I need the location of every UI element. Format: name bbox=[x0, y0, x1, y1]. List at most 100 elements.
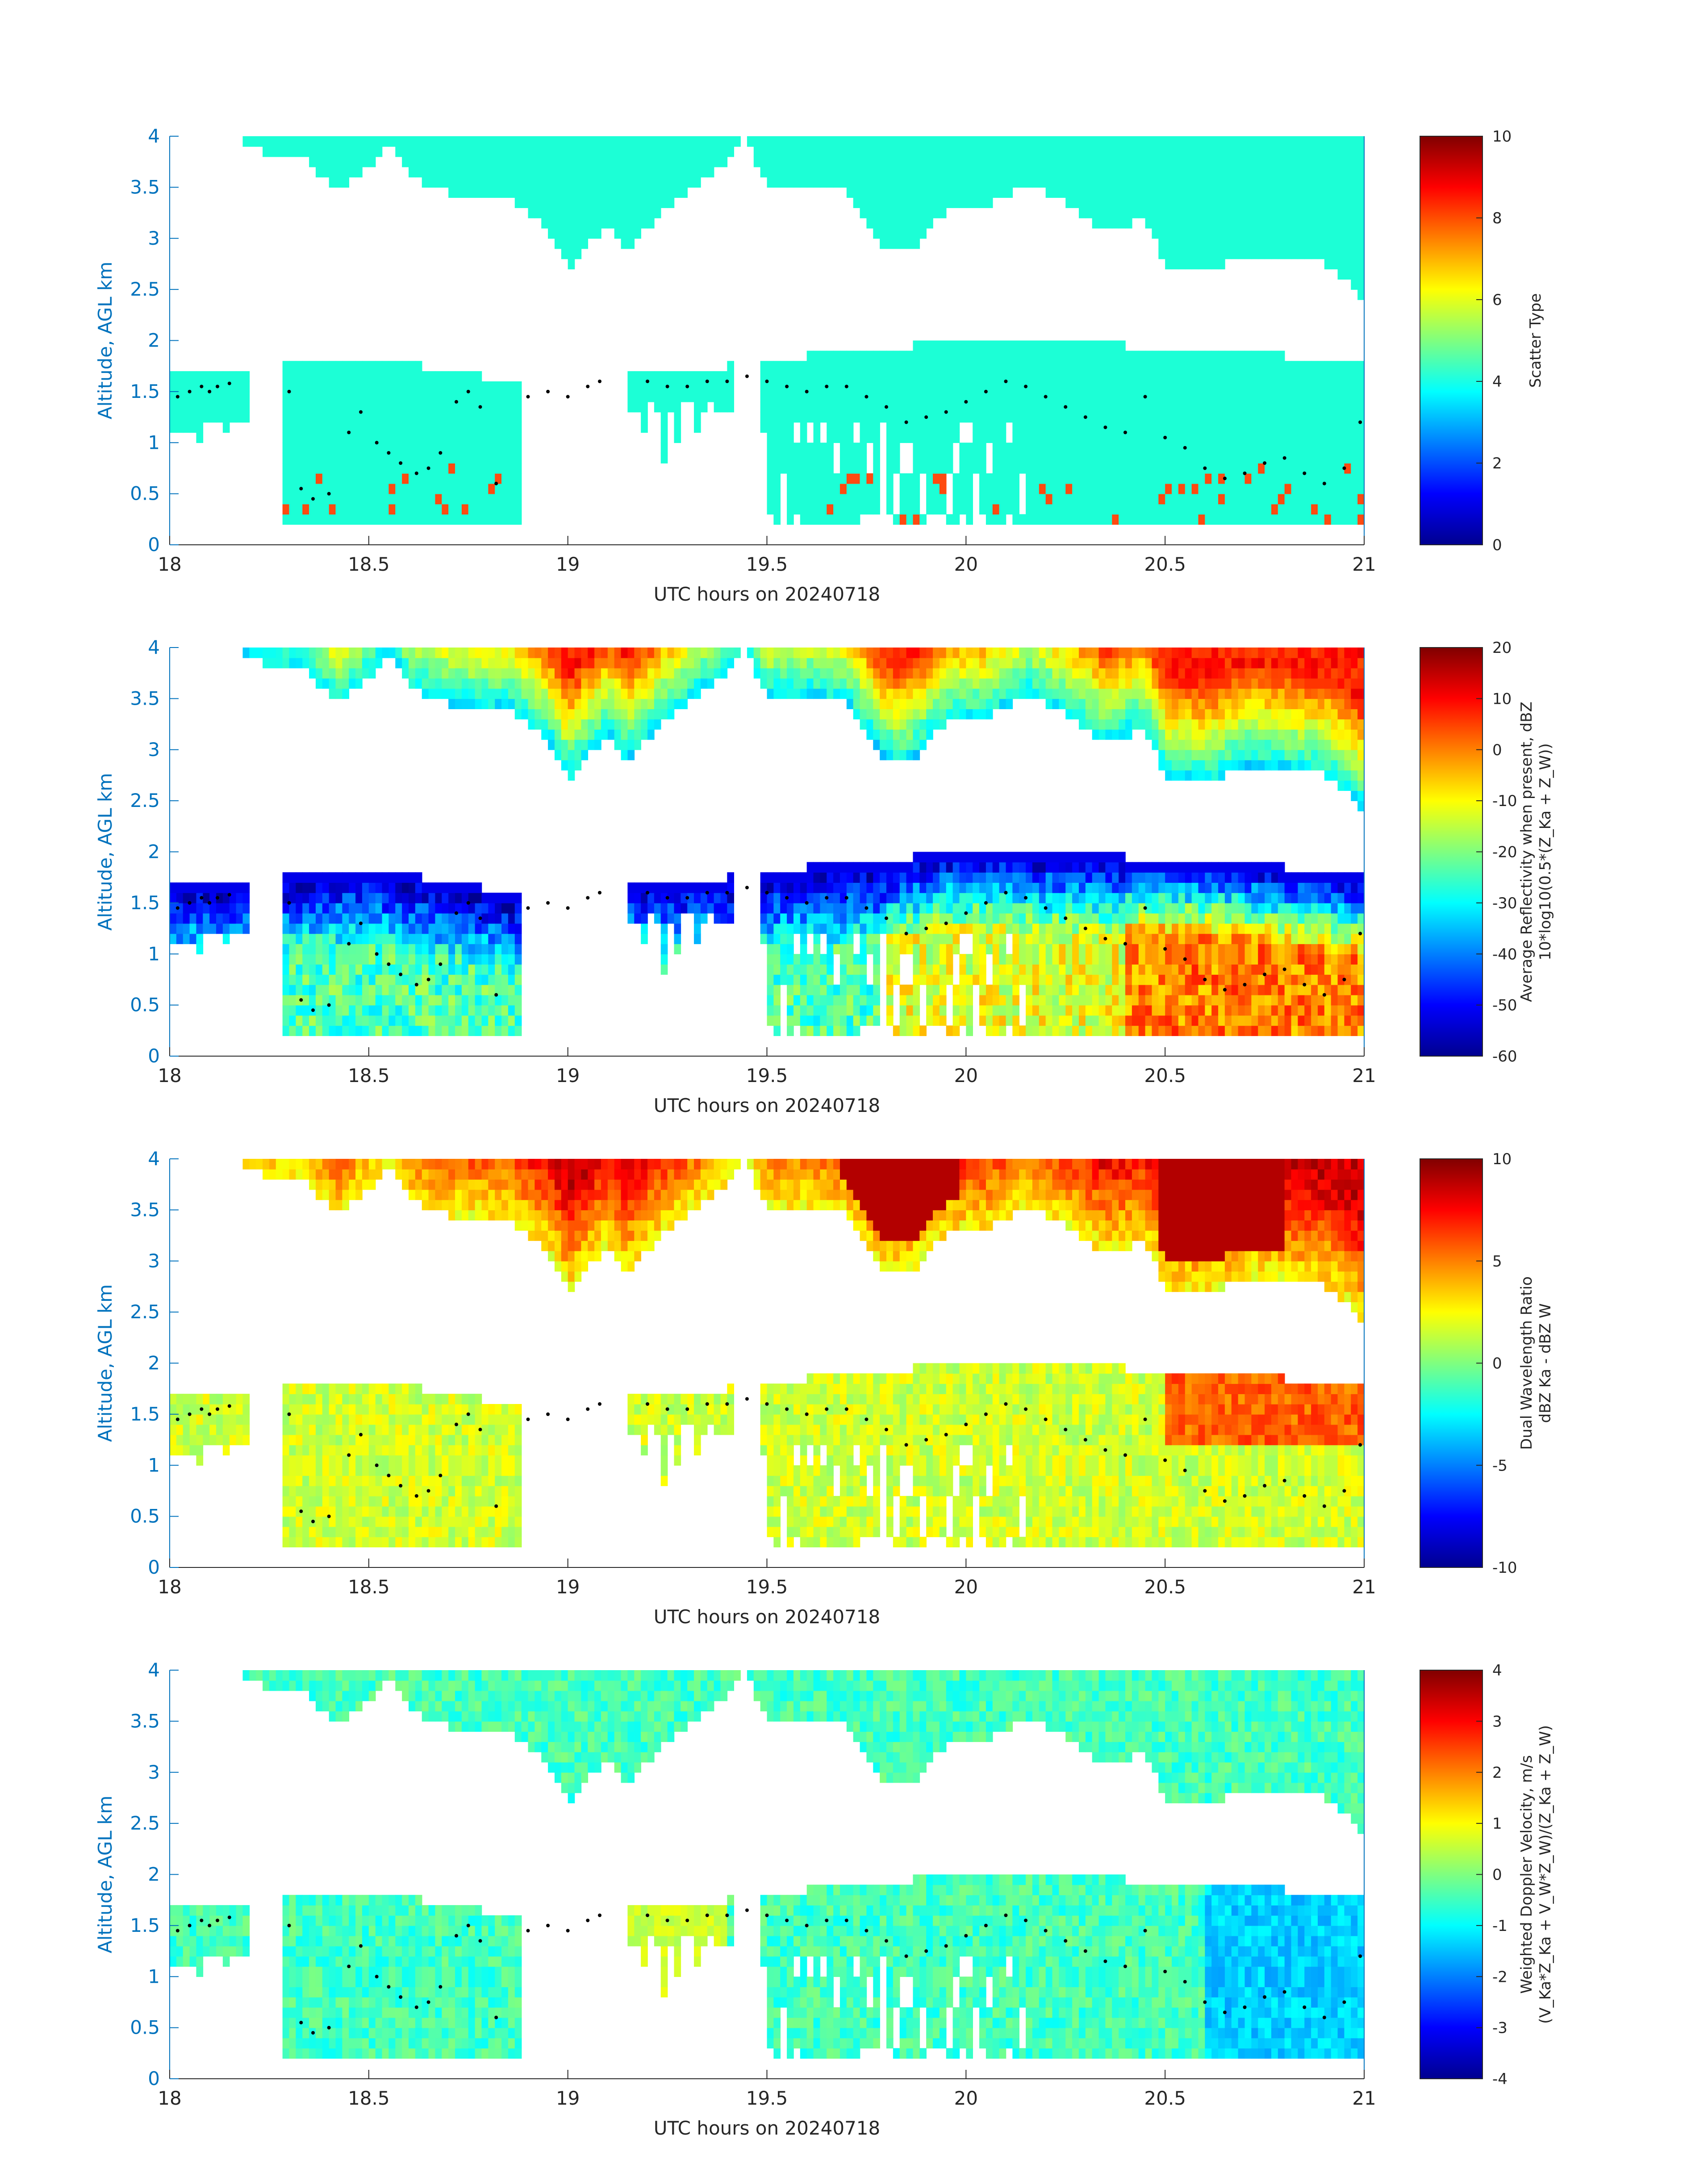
heatmap-cell bbox=[1145, 177, 1153, 188]
heatmap-cell bbox=[349, 923, 356, 934]
heatmap-cell bbox=[866, 432, 874, 443]
heatmap-cell bbox=[388, 933, 396, 944]
heatmap-cell bbox=[1006, 146, 1013, 157]
heatmap-cell bbox=[468, 944, 476, 955]
heatmap-cell bbox=[660, 177, 668, 188]
heatmap-cell bbox=[1039, 443, 1046, 453]
heatmap-cell bbox=[170, 381, 177, 392]
heatmap-cell bbox=[674, 913, 681, 924]
heatmap-cell bbox=[1218, 197, 1225, 208]
heatmap-cell bbox=[634, 381, 641, 392]
heatmap-cell bbox=[866, 933, 874, 944]
heatmap-cell bbox=[634, 709, 641, 719]
heatmap-cell bbox=[428, 1025, 436, 1036]
heatmap-cell bbox=[926, 432, 933, 443]
heatmap-cell bbox=[315, 422, 323, 433]
heatmap-cell bbox=[986, 381, 993, 392]
heatmap-cell bbox=[1191, 208, 1199, 218]
heatmap-cell bbox=[329, 954, 336, 965]
heatmap-cell bbox=[827, 443, 834, 453]
heatmap-cell bbox=[1344, 463, 1352, 474]
heatmap-cell bbox=[554, 177, 562, 188]
heatmap-cell bbox=[1019, 167, 1026, 178]
heatmap-cell bbox=[833, 933, 840, 944]
heatmap-cell bbox=[800, 167, 807, 178]
heatmap-cell bbox=[1012, 443, 1020, 453]
heatmap-cell bbox=[939, 146, 947, 157]
heatmap-cell bbox=[986, 422, 993, 433]
heatmap-cell bbox=[1006, 371, 1013, 382]
heatmap-cell bbox=[1125, 412, 1132, 423]
heatmap-cell bbox=[627, 678, 635, 689]
heatmap-cell bbox=[1311, 136, 1318, 147]
heatmap-cell bbox=[1278, 483, 1285, 494]
heatmap-cell bbox=[189, 401, 197, 413]
heatmap-cell bbox=[448, 984, 455, 995]
heatmap-cell bbox=[1026, 504, 1033, 515]
heatmap-cell bbox=[461, 698, 469, 710]
heatmap-cell bbox=[674, 933, 681, 944]
heatmap-cell bbox=[1357, 493, 1365, 505]
heatmap-cell bbox=[839, 1025, 847, 1036]
heatmap-cell bbox=[899, 146, 907, 157]
heatmap-cell bbox=[906, 432, 914, 443]
heatmap-cell bbox=[1337, 381, 1345, 392]
heatmap-cell bbox=[196, 412, 204, 423]
heatmap-cell bbox=[820, 504, 827, 515]
heatmap-cell bbox=[1026, 381, 1033, 392]
heatmap-cell bbox=[1072, 156, 1079, 167]
heatmap-cell bbox=[402, 893, 409, 903]
heatmap-cell bbox=[614, 668, 622, 679]
heatmap-cell bbox=[594, 228, 601, 239]
heatmap-cell bbox=[860, 1005, 867, 1016]
heatmap-cell bbox=[475, 1005, 482, 1016]
heatmap-cell bbox=[860, 944, 867, 955]
heatmap-cell bbox=[760, 371, 768, 382]
heatmap-cell bbox=[780, 167, 787, 178]
heatmap-cell bbox=[495, 136, 502, 147]
heatmap-cell bbox=[335, 944, 343, 955]
heatmap-cell bbox=[720, 882, 728, 893]
heatmap-cell bbox=[681, 371, 688, 382]
heatmap-cell bbox=[1158, 463, 1165, 474]
heatmap-cell bbox=[1059, 361, 1066, 372]
heatmap-cell bbox=[309, 882, 316, 893]
heatmap-cell bbox=[548, 167, 555, 178]
heatmap-cell bbox=[388, 923, 396, 934]
heatmap-cell bbox=[773, 453, 781, 464]
heatmap-cell bbox=[296, 648, 303, 658]
heatmap-cell bbox=[1271, 381, 1278, 392]
heatmap-cell bbox=[1012, 177, 1020, 188]
heatmap-cell bbox=[860, 648, 867, 658]
heatmap-cell bbox=[362, 432, 369, 443]
heatmap-cell bbox=[1072, 432, 1079, 443]
heatmap-cell bbox=[302, 964, 309, 975]
heatmap-cell bbox=[893, 361, 900, 372]
heatmap-cell bbox=[1172, 514, 1179, 525]
heatmap-cell bbox=[667, 903, 675, 914]
heatmap-cell bbox=[388, 412, 396, 423]
heatmap-cell bbox=[827, 648, 834, 658]
heatmap-cell bbox=[806, 371, 814, 382]
heatmap-cell bbox=[375, 944, 383, 955]
heatmap-cell bbox=[846, 913, 854, 924]
heatmap-cell bbox=[342, 678, 350, 689]
heatmap-cell bbox=[1112, 381, 1119, 392]
heatmap-cell bbox=[647, 208, 655, 218]
heatmap-cell bbox=[667, 197, 675, 208]
heatmap-cell bbox=[548, 688, 555, 699]
heatmap-cell bbox=[979, 156, 986, 167]
heatmap-cell bbox=[773, 1025, 781, 1036]
heatmap-cell bbox=[256, 136, 263, 147]
heatmap-cell bbox=[428, 1015, 436, 1026]
heatmap-cell bbox=[1006, 361, 1013, 372]
heatmap-cell bbox=[1105, 156, 1113, 167]
heatmap-cell bbox=[581, 146, 589, 157]
heatmap-cell bbox=[495, 984, 502, 995]
heatmap-cell bbox=[853, 923, 860, 934]
heatmap-cell bbox=[660, 882, 668, 893]
heatmap-cell bbox=[514, 422, 522, 433]
heatmap-cell bbox=[720, 371, 728, 382]
heatmap-cell bbox=[767, 872, 774, 883]
heatmap-cell bbox=[813, 923, 821, 934]
